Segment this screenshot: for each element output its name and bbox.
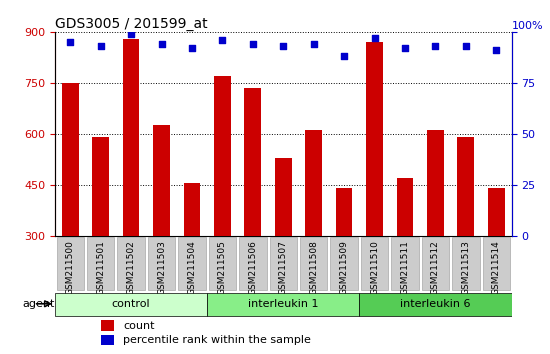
- Text: GSM211505: GSM211505: [218, 240, 227, 295]
- Bar: [207, 293, 359, 316]
- FancyBboxPatch shape: [422, 237, 449, 290]
- Text: GSM211501: GSM211501: [96, 240, 105, 295]
- FancyBboxPatch shape: [361, 237, 388, 290]
- FancyBboxPatch shape: [117, 237, 145, 290]
- Bar: [62, 83, 79, 236]
- Text: interleukin 1: interleukin 1: [248, 299, 318, 309]
- Point: [431, 43, 440, 49]
- FancyBboxPatch shape: [178, 237, 206, 290]
- Text: GSM211511: GSM211511: [400, 240, 410, 295]
- Point: [400, 45, 409, 51]
- Text: GDS3005 / 201599_at: GDS3005 / 201599_at: [55, 17, 208, 31]
- FancyBboxPatch shape: [482, 237, 510, 290]
- Bar: [123, 39, 140, 236]
- Point: [188, 45, 196, 51]
- Point: [126, 31, 135, 37]
- Bar: [244, 88, 261, 236]
- Bar: [184, 183, 200, 236]
- Bar: [214, 76, 231, 236]
- Point: [249, 41, 257, 47]
- Point: [157, 41, 166, 47]
- Text: GSM211500: GSM211500: [65, 240, 75, 295]
- Bar: [275, 158, 292, 236]
- Bar: [359, 293, 512, 316]
- Point: [340, 53, 349, 59]
- Bar: [427, 130, 444, 236]
- Bar: [153, 125, 170, 236]
- Point: [492, 47, 500, 53]
- Text: control: control: [112, 299, 150, 309]
- Bar: [336, 188, 353, 236]
- FancyBboxPatch shape: [391, 237, 419, 290]
- FancyBboxPatch shape: [87, 237, 114, 290]
- FancyBboxPatch shape: [57, 237, 84, 290]
- FancyBboxPatch shape: [452, 237, 480, 290]
- Text: GSM211510: GSM211510: [370, 240, 379, 295]
- Point: [96, 43, 105, 49]
- Text: GSM211513: GSM211513: [461, 240, 470, 295]
- Bar: [92, 137, 109, 236]
- Text: agent: agent: [23, 299, 55, 309]
- Point: [218, 37, 227, 43]
- Bar: [397, 178, 414, 236]
- Point: [461, 43, 470, 49]
- Bar: [55, 293, 207, 316]
- FancyBboxPatch shape: [208, 237, 236, 290]
- Text: GSM211512: GSM211512: [431, 240, 440, 295]
- Bar: [366, 42, 383, 236]
- Text: GSM211502: GSM211502: [126, 240, 136, 295]
- FancyBboxPatch shape: [148, 237, 175, 290]
- Point: [309, 41, 318, 47]
- Bar: [101, 320, 114, 331]
- FancyBboxPatch shape: [331, 237, 358, 290]
- Text: interleukin 6: interleukin 6: [400, 299, 471, 309]
- Text: percentile rank within the sample: percentile rank within the sample: [123, 335, 311, 346]
- Text: GSM211509: GSM211509: [339, 240, 349, 295]
- Bar: [305, 130, 322, 236]
- FancyBboxPatch shape: [270, 237, 297, 290]
- Text: GSM211514: GSM211514: [492, 240, 501, 295]
- Point: [279, 43, 288, 49]
- Text: GSM211508: GSM211508: [309, 240, 318, 295]
- Text: GSM211504: GSM211504: [188, 240, 196, 295]
- Bar: [488, 188, 505, 236]
- Text: 100%: 100%: [512, 21, 543, 31]
- Bar: [458, 137, 474, 236]
- Point: [370, 35, 379, 41]
- Text: count: count: [123, 321, 155, 331]
- Bar: [101, 335, 114, 346]
- FancyBboxPatch shape: [239, 237, 267, 290]
- Text: GSM211506: GSM211506: [248, 240, 257, 295]
- Text: GSM211503: GSM211503: [157, 240, 166, 295]
- Point: [66, 39, 75, 45]
- FancyBboxPatch shape: [300, 237, 327, 290]
- Text: GSM211507: GSM211507: [279, 240, 288, 295]
